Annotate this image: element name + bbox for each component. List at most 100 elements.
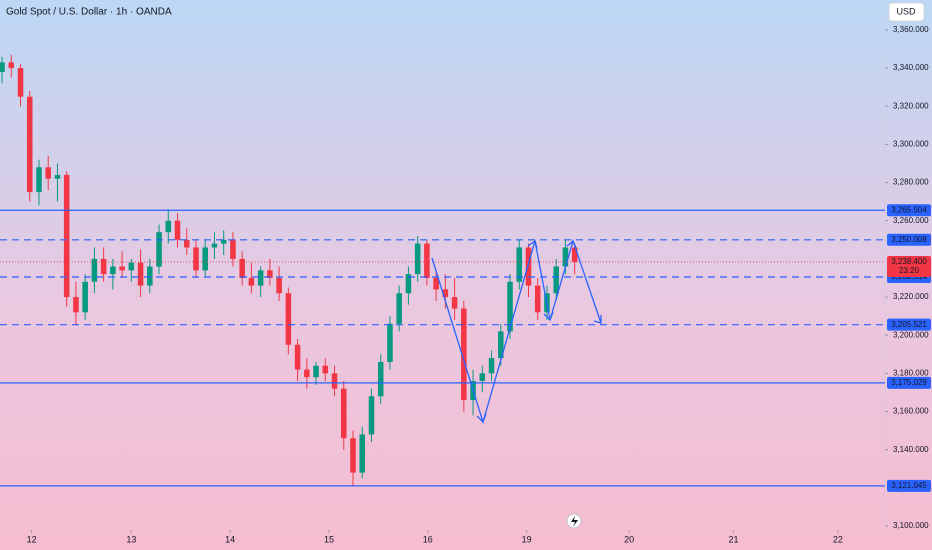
- candle-body: [331, 373, 338, 389]
- candle-body: [147, 266, 153, 286]
- level-label-box: [887, 376, 931, 389]
- candle-body: [461, 308, 467, 401]
- candle-body: [433, 277, 439, 290]
- candle-body: [405, 274, 412, 294]
- candle-body: [137, 262, 144, 286]
- currency-label: USD: [896, 6, 916, 16]
- x-tick-label: 16: [423, 534, 433, 544]
- x-tick-label: 22: [833, 534, 843, 544]
- candle-body: [525, 247, 532, 286]
- candle-body: [45, 167, 51, 179]
- last-price-label: 3,238.400: [891, 257, 927, 266]
- candle-body: [26, 96, 33, 193]
- candle-body: [156, 232, 162, 267]
- x-tick-label: 13: [126, 534, 136, 544]
- x-tick-label: 14: [225, 534, 235, 544]
- candle-body: [8, 62, 15, 69]
- y-tick-label: 3,360.000: [893, 25, 929, 34]
- candle-body: [451, 297, 458, 309]
- candle-body: [119, 266, 125, 271]
- y-tick-label: 3,260.000: [893, 216, 929, 225]
- candle-body: [82, 281, 88, 313]
- candle-body: [100, 258, 107, 275]
- x-tick-label: 15: [324, 534, 334, 544]
- candle-body: [322, 365, 329, 374]
- candle-body: [220, 239, 227, 244]
- candle-body: [377, 361, 384, 397]
- candle-body: [54, 174, 61, 179]
- candle-body: [267, 270, 273, 278]
- candle-body: [165, 220, 172, 233]
- y-tick-label: 3,280.000: [893, 178, 929, 187]
- candle-body: [359, 434, 366, 473]
- level-label-box: [887, 204, 931, 217]
- candle-body: [17, 68, 24, 97]
- level-label: 3,265.504: [891, 205, 927, 214]
- candle-body: [248, 277, 255, 286]
- candle-body: [553, 266, 559, 294]
- candle-body: [534, 285, 541, 313]
- candle-body: [414, 243, 421, 275]
- level-label-box: [887, 233, 931, 246]
- level-label: 3,121.045: [891, 481, 927, 490]
- chart-title: Gold Spot / U.S. Dollar · 1h · OANDA: [6, 7, 172, 18]
- candle-body: [239, 258, 245, 278]
- candle-body: [396, 293, 402, 324]
- y-tick-label: 3,200.000: [893, 330, 929, 339]
- candle-body: [562, 247, 569, 267]
- y-tick-label: 3,320.000: [893, 101, 929, 110]
- candle-body: [230, 239, 236, 259]
- currency-button[interactable]: [888, 2, 925, 22]
- candle-body: [63, 174, 70, 298]
- candle-body: [294, 344, 301, 370]
- y-tick-label: 3,100.000: [893, 521, 929, 530]
- candle-body: [202, 247, 208, 271]
- candle-body: [174, 220, 181, 240]
- x-tick-label: 12: [27, 534, 37, 544]
- drawn-zigzag: [431, 238, 602, 425]
- candle-body: [276, 277, 282, 294]
- candle-body: [350, 438, 356, 473]
- candle-body: [304, 369, 310, 378]
- level-label-box: [887, 479, 931, 492]
- drawn-arrowheads: [476, 239, 602, 424]
- x-tick-label: 21: [729, 534, 739, 544]
- x-tick-label: 20: [624, 534, 634, 544]
- y-tick-label: 3,340.000: [893, 63, 929, 72]
- y-tick-label: 3,220.000: [893, 292, 929, 301]
- y-tick-label: 3,180.000: [893, 368, 929, 377]
- plot: 3,100.000 3,140.000 3,160.000 3,180.000 3,20…: [0, 25, 929, 544]
- level-label: 3,175.029: [891, 378, 927, 387]
- candle-body: [183, 239, 190, 248]
- last-price-box: [887, 255, 931, 277]
- x-tick-label: 19: [522, 534, 532, 544]
- candle-body: [0, 62, 5, 72]
- candle-body: [479, 373, 486, 381]
- candle-body: [488, 358, 495, 374]
- candle-body: [211, 243, 218, 248]
- level-label: 3,205.521: [891, 320, 927, 329]
- candle-body: [442, 289, 449, 298]
- candle-body: [340, 388, 347, 439]
- candle-body: [285, 293, 292, 345]
- y-tick-label: 3,160.000: [893, 407, 929, 416]
- level-label: 3,250.008: [891, 235, 927, 244]
- candle-body: [498, 331, 504, 359]
- y-tick-label: 3,140.000: [893, 445, 929, 454]
- candle-body: [368, 396, 375, 435]
- candle-body: [193, 247, 199, 271]
- countdown: 23:20: [899, 266, 920, 275]
- lightning: [571, 516, 578, 527]
- y-tick-label: 3,300.000: [893, 140, 929, 149]
- candle-body: [110, 266, 116, 275]
- candle-body: [257, 270, 264, 286]
- level-label-box: [887, 318, 931, 331]
- candle-body: [128, 262, 135, 271]
- candle-body: [73, 297, 79, 313]
- candle-body: [91, 258, 98, 282]
- candle-body: [516, 247, 523, 282]
- candle-body: [571, 247, 578, 262]
